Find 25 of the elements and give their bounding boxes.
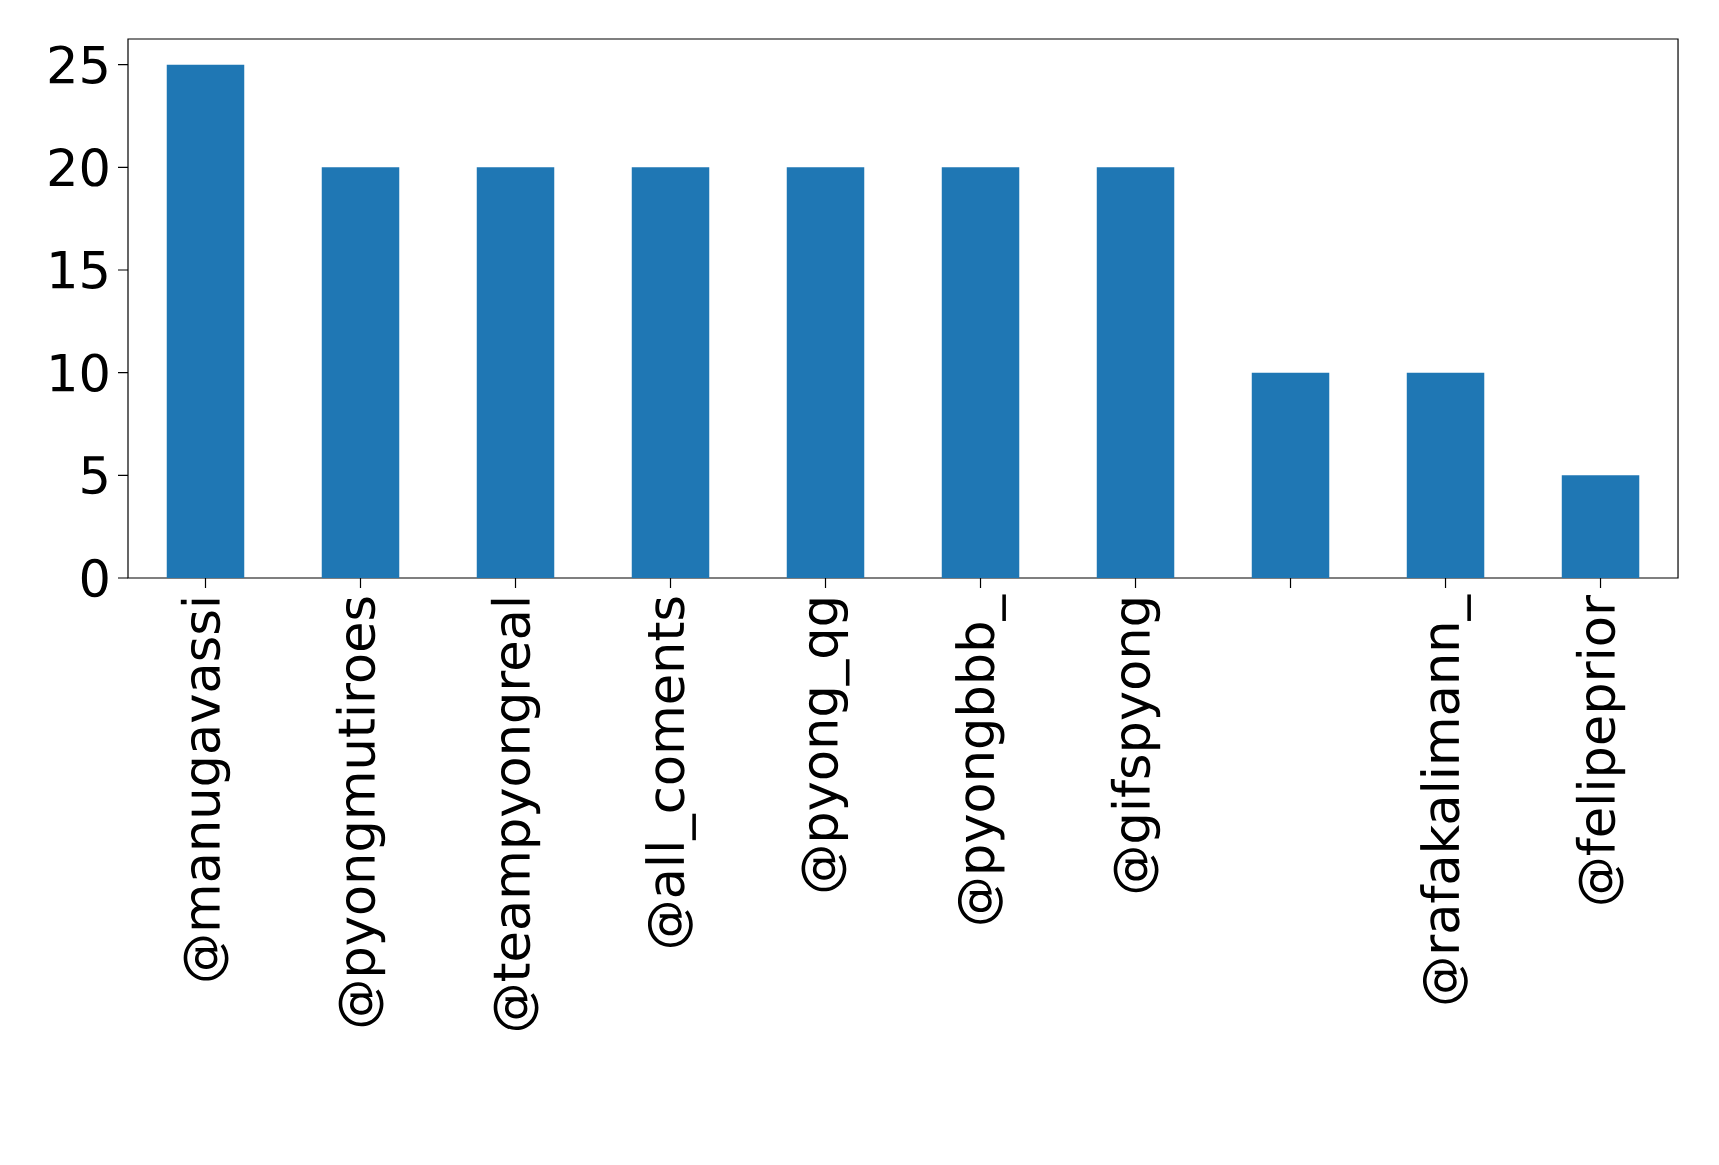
y-tick-label: 10 — [51, 353, 108, 392]
y-tick-label: 5 — [82, 456, 107, 495]
bar — [476, 167, 555, 578]
bar — [166, 64, 245, 578]
x-tick-label: @rafakalimann_ — [1420, 594, 1471, 1004]
y-tick-label: 0 — [81, 558, 108, 598]
x-tick-label: @teampyongreal — [490, 599, 541, 1031]
y-tick-label: 25 — [49, 45, 107, 84]
bar — [1561, 475, 1640, 578]
x-tick-label: @all_coments — [645, 597, 696, 947]
bar — [1251, 372, 1330, 578]
x-tick-label: @pyongbbb_ — [955, 594, 1006, 924]
x-tick-label: @manugavassi — [180, 599, 231, 981]
bar — [941, 167, 1020, 578]
bar — [321, 167, 400, 578]
bar — [1096, 167, 1175, 578]
y-tick-label: 20 — [49, 148, 108, 187]
bar — [1406, 372, 1485, 578]
x-tick-label: @pyongmutiroes — [335, 597, 386, 1027]
bar — [631, 167, 710, 578]
bar — [786, 167, 865, 578]
x-tick-label: @pyong_qg — [801, 599, 850, 892]
x-tick-label: @gifspyong — [1110, 599, 1161, 893]
y-tick-label: 15 — [51, 251, 107, 289]
x-tick-label: @felipeprior — [1575, 595, 1626, 904]
